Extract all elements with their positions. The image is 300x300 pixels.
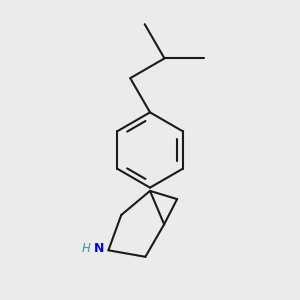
Text: H: H [82,242,91,255]
Text: N: N [94,242,104,255]
